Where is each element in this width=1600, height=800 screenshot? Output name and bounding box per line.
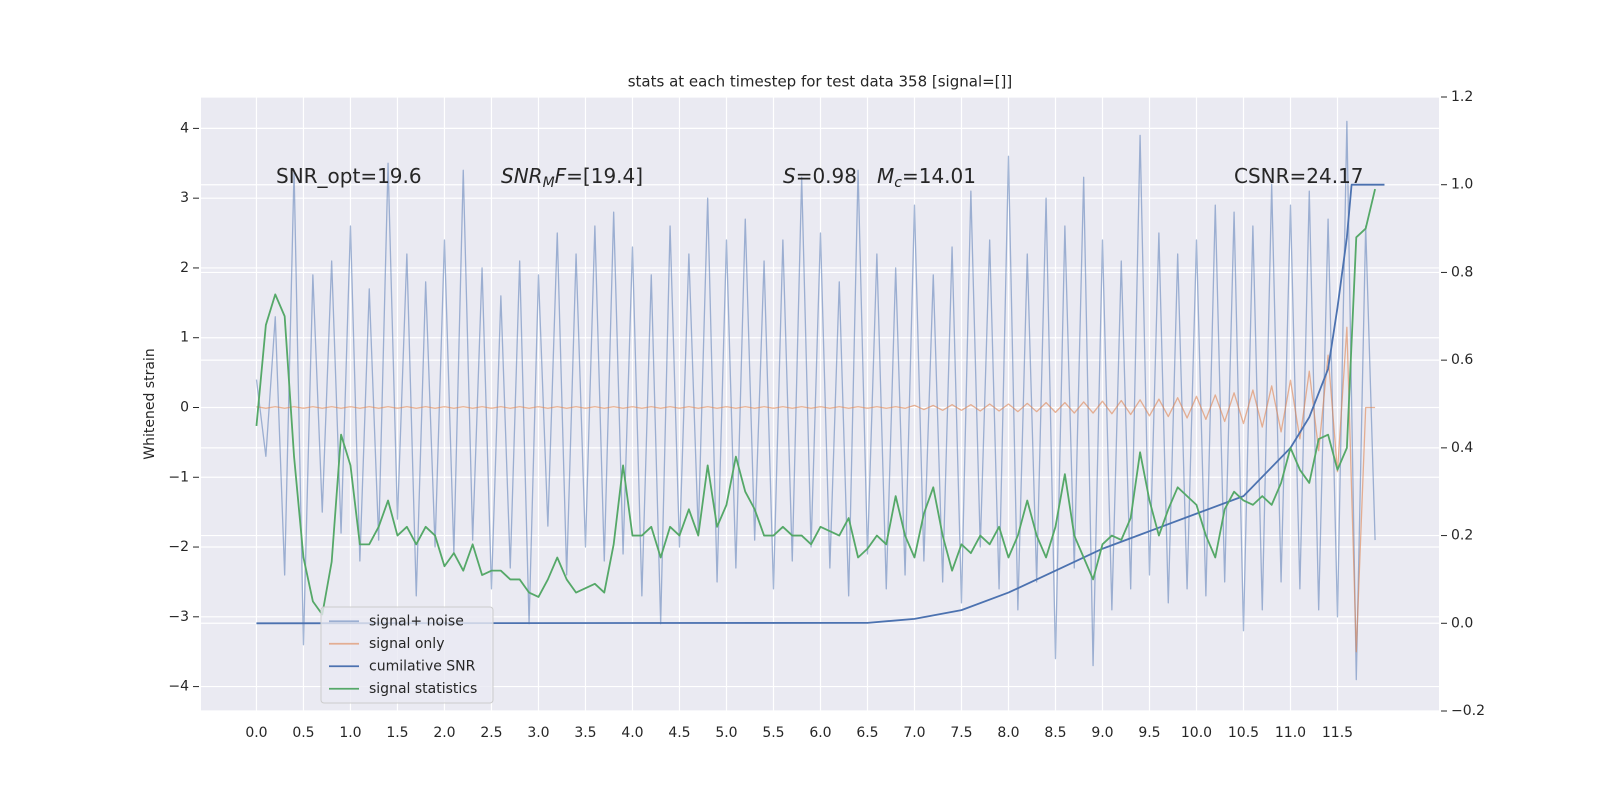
annotation-part: CSNR=24.17	[1234, 164, 1364, 188]
annotation: SNR_opt=19.6	[276, 164, 422, 188]
x-tick-label: 2.0	[433, 725, 455, 741]
x-tick-label: 10.5	[1228, 725, 1259, 741]
legend-label: signal statistics	[369, 681, 477, 697]
x-tick-label: 4.0	[621, 725, 643, 741]
x-tick-label: 8.5	[1044, 725, 1066, 741]
x-tick-label: 9.0	[1091, 725, 1113, 741]
annotation-part: =14.01	[902, 164, 976, 188]
annotation-part: SNR	[501, 164, 543, 188]
y2-tick-label: 0.4	[1451, 440, 1473, 456]
y-tick-label: −4	[168, 679, 189, 695]
legend-box	[320, 606, 494, 704]
y2-tick-label: 0.2	[1451, 528, 1473, 544]
y-tick-label: 4	[180, 120, 189, 136]
annotation-part: =[19.4]	[566, 164, 643, 188]
annotation: SNRMF=[19.4]	[501, 164, 643, 192]
series-line	[255, 120, 1376, 681]
x-tick-label: 7.0	[903, 725, 925, 741]
x-tick-label: 5.5	[762, 725, 784, 741]
y2-tick-label: 0.0	[1451, 615, 1473, 631]
y-tick-label: −3	[168, 609, 189, 625]
x-tick-label: 0.5	[292, 725, 314, 741]
y-tick-label: 1	[180, 330, 189, 346]
annotation-part: M	[543, 175, 555, 191]
annotation: CSNR=24.17	[1234, 164, 1364, 188]
annotation-part: c	[894, 175, 902, 191]
x-tick-label: 9.5	[1138, 725, 1160, 741]
y-tick-label: 3	[180, 190, 189, 206]
x-tick-label: 10.0	[1181, 725, 1212, 741]
x-tick-label: 3.0	[527, 725, 549, 741]
y-tick-label: 0	[180, 399, 189, 415]
series-line	[256, 326, 1376, 653]
x-tick-label: 11.5	[1322, 725, 1353, 741]
x-tick-label: 7.5	[950, 725, 972, 741]
annotation-part: SNR_opt=19.6	[276, 164, 422, 188]
y-axis-label: Whitened strain	[142, 348, 158, 459]
x-tick-label: 6.0	[809, 725, 831, 741]
y2-tick-label: 1.0	[1451, 177, 1473, 193]
x-tick-label: 4.5	[668, 725, 690, 741]
x-tick-label: 1.0	[339, 725, 361, 741]
x-tick-label: 8.0	[997, 725, 1019, 741]
x-tick-label: 6.5	[856, 725, 878, 741]
y-tick-label: 2	[180, 260, 189, 276]
x-tick-label: 2.5	[480, 725, 502, 741]
annotation: S=0.98	[783, 164, 857, 188]
annotation: Mc=14.01	[877, 164, 976, 192]
annotation-part: =0.98	[796, 164, 857, 188]
x-tick-label: 1.5	[386, 725, 408, 741]
chart-title: stats at each timestep for test data 358…	[628, 73, 1013, 91]
legend-label: cumilative SNR	[369, 658, 476, 674]
x-tick-label: 3.5	[574, 725, 596, 741]
x-tick-label: 5.0	[715, 725, 737, 741]
legend-label: signal+ noise	[369, 613, 464, 629]
y-tick-label: −2	[168, 539, 189, 555]
y2-tick-label: 0.6	[1451, 352, 1473, 368]
x-tick-label: 11.0	[1275, 725, 1306, 741]
y-tick-label: −1	[168, 469, 189, 485]
annotation-part: M	[877, 164, 894, 188]
y2-tick-label: 0.8	[1451, 264, 1473, 280]
annotation-part: F	[555, 164, 567, 188]
series-line	[255, 188, 1376, 616]
annotation-part: S	[783, 164, 796, 188]
y2-tick-label: 1.2	[1451, 89, 1473, 105]
x-tick-label: 0.0	[245, 725, 267, 741]
series-line	[256, 183, 1385, 625]
legend-label: signal only	[369, 636, 444, 652]
y2-tick-label: −0.2	[1451, 703, 1485, 719]
